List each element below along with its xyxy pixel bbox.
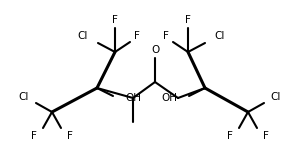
Text: F: F bbox=[31, 131, 37, 141]
Text: F: F bbox=[227, 131, 233, 141]
Text: OH: OH bbox=[125, 93, 141, 103]
Text: F: F bbox=[263, 131, 269, 141]
Text: F: F bbox=[163, 31, 169, 41]
Text: Cl: Cl bbox=[19, 92, 29, 102]
Text: F: F bbox=[185, 15, 191, 25]
Text: OH: OH bbox=[161, 93, 177, 103]
Text: O: O bbox=[151, 45, 159, 55]
Text: Cl: Cl bbox=[215, 31, 225, 41]
Text: Cl: Cl bbox=[78, 31, 88, 41]
Text: Cl: Cl bbox=[271, 92, 281, 102]
Text: F: F bbox=[112, 15, 118, 25]
Text: F: F bbox=[67, 131, 73, 141]
Text: F: F bbox=[134, 31, 140, 41]
